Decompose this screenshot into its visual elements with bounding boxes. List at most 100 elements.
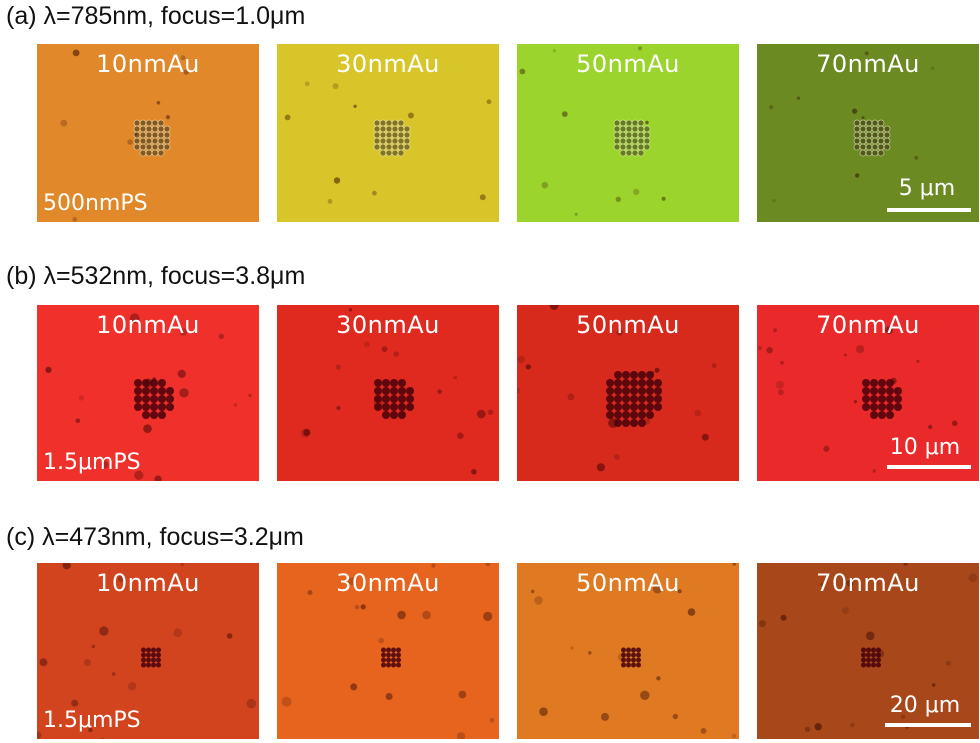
assembled-particle xyxy=(622,403,630,411)
particle-size-label: 1.5μmPS xyxy=(43,708,141,733)
assembled-particle xyxy=(386,662,391,668)
assembled-particle xyxy=(886,403,894,411)
particle-speck xyxy=(861,116,865,120)
assembled-particle xyxy=(406,395,414,403)
micrograph-texture xyxy=(37,563,257,739)
panel-label: 30nmAu xyxy=(336,311,440,339)
assembled-particle xyxy=(373,137,381,145)
assembled-particle xyxy=(391,652,396,658)
assembled-particle xyxy=(865,125,873,133)
assembled-particle xyxy=(397,137,405,145)
particle-speck xyxy=(91,644,96,649)
panel-label: 30nmAu xyxy=(336,569,440,597)
assembled-particle xyxy=(157,149,165,157)
particle-speck xyxy=(486,99,492,105)
assembled-particle xyxy=(654,379,662,387)
assembled-particle xyxy=(878,387,886,395)
assembled-particle xyxy=(133,131,141,139)
particle-speck xyxy=(900,714,906,720)
assembled-particle xyxy=(145,137,153,145)
particle-speck xyxy=(777,389,784,396)
assembled-particle xyxy=(157,131,165,139)
assembled-particle xyxy=(403,143,411,151)
assembled-particle xyxy=(619,137,627,145)
assembled-particle xyxy=(151,143,159,151)
particle-speck xyxy=(129,313,140,324)
particle-speck xyxy=(517,387,521,394)
row-b-title: (b) λ=532nm, focus=3.8μm xyxy=(6,262,306,290)
assembled-particle xyxy=(157,125,165,133)
assembled-particle xyxy=(878,379,886,387)
assembled-particle xyxy=(870,403,878,411)
assembled-particle xyxy=(886,387,894,395)
assembled-particle xyxy=(866,662,871,668)
assembled-particle xyxy=(382,403,390,411)
assembled-particle xyxy=(385,131,393,139)
assembled-particle xyxy=(134,387,142,395)
assembled-particle xyxy=(853,131,861,139)
assembled-particle xyxy=(622,411,630,419)
assembled-particle xyxy=(613,137,621,145)
particle-speck xyxy=(485,563,491,566)
assembled-particle xyxy=(654,403,662,411)
assembled-particle xyxy=(861,647,866,653)
particle-speck xyxy=(841,607,849,615)
panel-label: 70nmAu xyxy=(816,569,920,597)
particle-speck xyxy=(567,393,575,401)
assembled-particle xyxy=(398,403,406,411)
panel-label: 10nmAu xyxy=(96,569,200,597)
assembled-particle xyxy=(631,137,639,145)
assembled-particle xyxy=(613,131,621,139)
micrograph-texture xyxy=(758,326,958,473)
assembled-particle xyxy=(643,131,651,139)
assembled-particle xyxy=(643,125,651,133)
particle-speck xyxy=(701,433,709,441)
particle-speck xyxy=(378,637,384,644)
particle-speck xyxy=(72,49,80,57)
assembled-particle xyxy=(133,137,141,145)
assembled-particle xyxy=(391,137,399,145)
assembled-particle xyxy=(145,125,153,133)
particle-speck xyxy=(489,717,495,723)
particle-speck xyxy=(83,658,91,667)
assembled-particle xyxy=(606,395,614,403)
particle-speck xyxy=(431,563,436,568)
particle-speck xyxy=(477,409,486,419)
assembled-particle xyxy=(865,131,873,139)
particle-speck xyxy=(549,305,559,310)
assembled-particle xyxy=(379,149,387,157)
assembled-particle xyxy=(151,119,159,127)
assembled-particle xyxy=(397,119,405,127)
assembled-particle xyxy=(606,387,614,395)
panel-label: 10nmAu xyxy=(96,50,200,78)
micrograph-texture xyxy=(769,51,935,203)
assembled-particle xyxy=(631,131,639,139)
assembled-particle xyxy=(134,403,142,411)
particle-speck xyxy=(457,432,464,440)
panel-label: 70nmAu xyxy=(816,50,920,78)
assembled-particle xyxy=(883,137,891,145)
assembled-particle xyxy=(646,411,654,419)
particle-speck xyxy=(39,658,48,667)
panel-label: 10nmAu xyxy=(96,311,200,339)
micrograph-texture xyxy=(519,46,666,216)
assembled-particle xyxy=(637,143,645,151)
particle-speck xyxy=(134,470,144,480)
particle-speck xyxy=(616,329,623,336)
assembled-particle xyxy=(381,662,386,668)
assembled-particle xyxy=(141,662,146,668)
panel-c-10nmAu: 10nmAu 1.5μmPS xyxy=(37,563,259,739)
particle-speck xyxy=(437,389,442,394)
particle-speck xyxy=(613,454,620,460)
assembled-particle xyxy=(625,119,633,127)
assembled-particle xyxy=(374,387,382,395)
particle-speck xyxy=(731,733,737,739)
assembled-particle xyxy=(631,119,639,127)
particle-speck xyxy=(773,328,778,333)
assembled-particle xyxy=(151,662,156,668)
assembled-particle xyxy=(396,657,401,663)
assembled-particle xyxy=(142,411,150,419)
micrograph-texture xyxy=(530,563,737,739)
assembled-particle xyxy=(886,395,894,403)
assembled-particle xyxy=(637,131,645,139)
